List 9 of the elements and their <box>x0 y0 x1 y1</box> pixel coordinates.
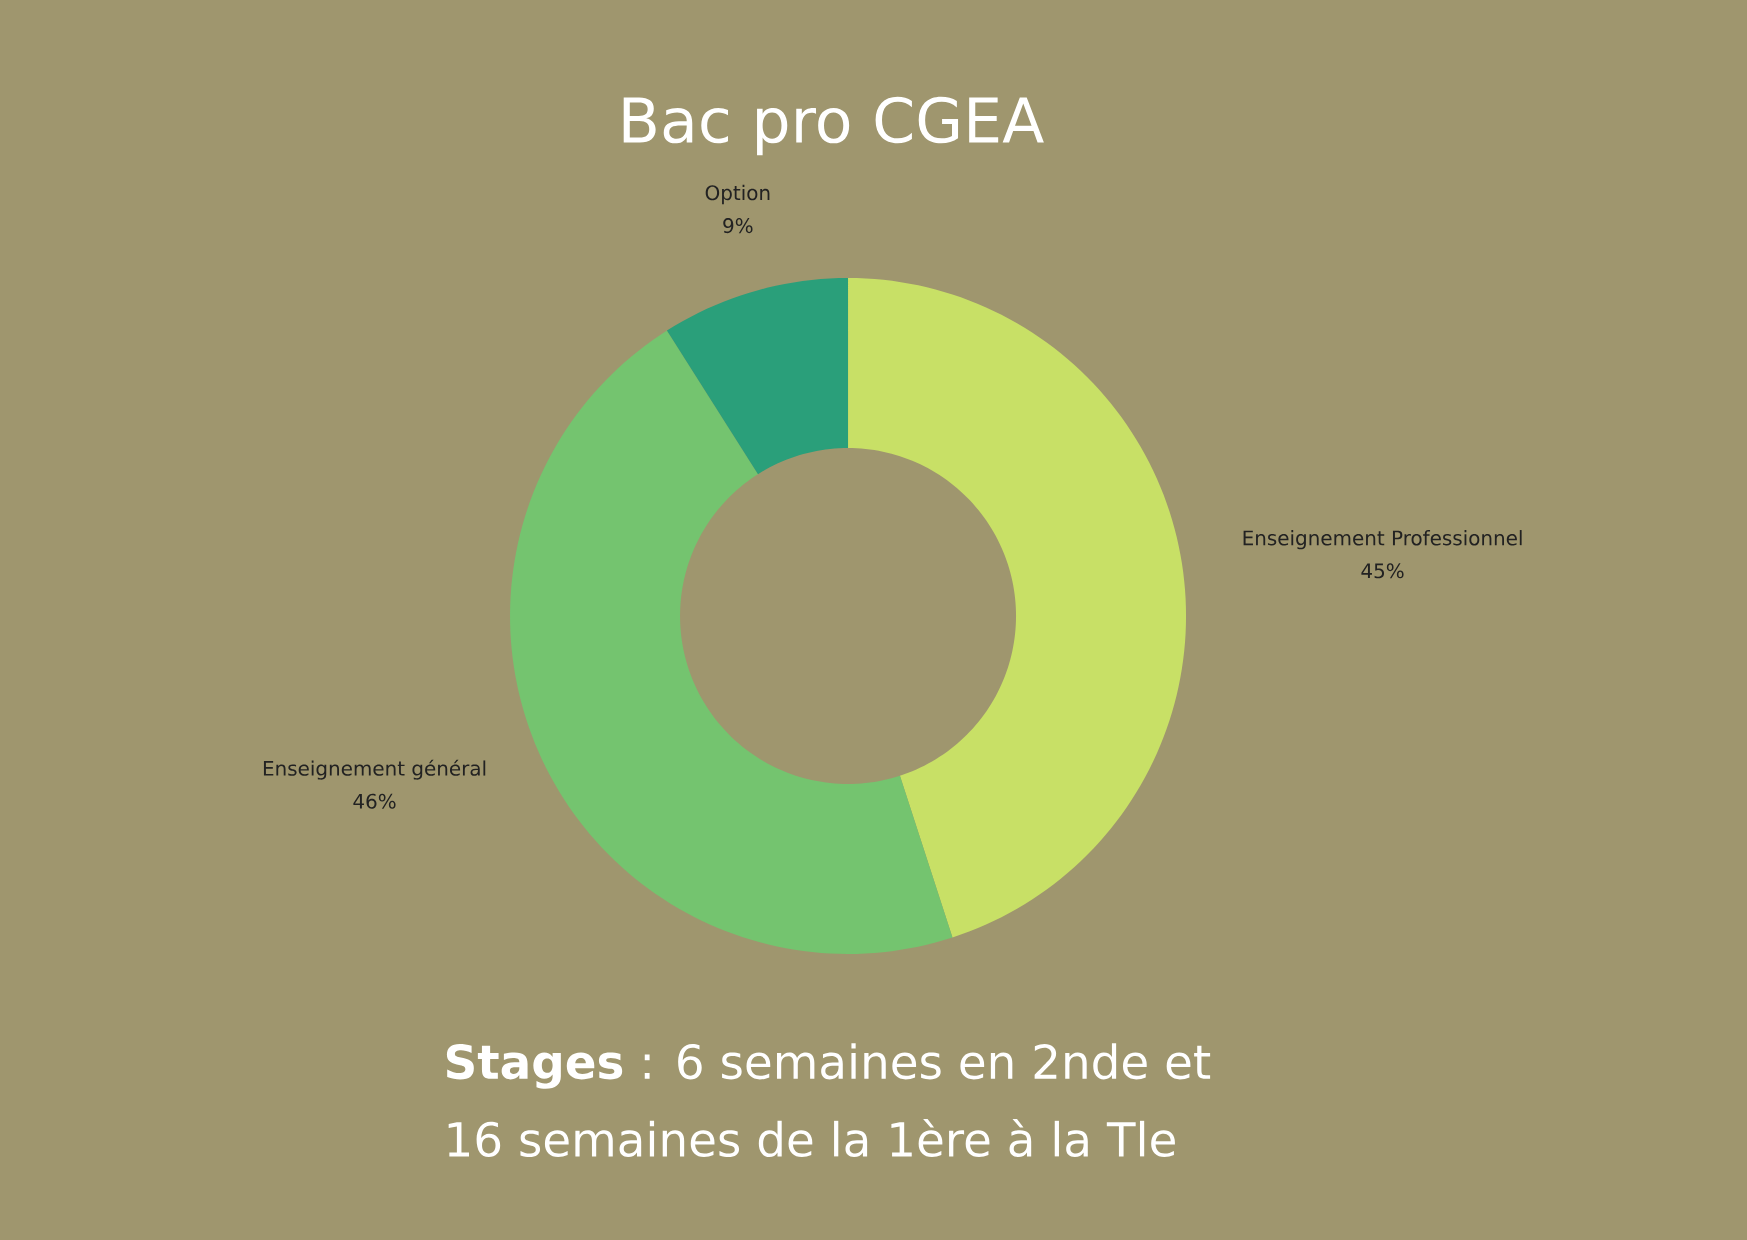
slice-label: Enseignement général <box>263 759 486 780</box>
chart-title: Bac pro CGEA <box>623 96 1044 156</box>
text: Stages : 6 semaines en 2nde et <box>446 1043 1211 1089</box>
data-label: 46% <box>353 793 396 809</box>
data-label: 45% <box>1361 563 1404 579</box>
text: 16 semaines de la 1ère à la Tle <box>448 1118 1175 1158</box>
slice-label: Enseignement Professionnel <box>1243 530 1522 550</box>
slice-label: Option <box>705 184 770 205</box>
data-label: 9% <box>723 218 753 234</box>
